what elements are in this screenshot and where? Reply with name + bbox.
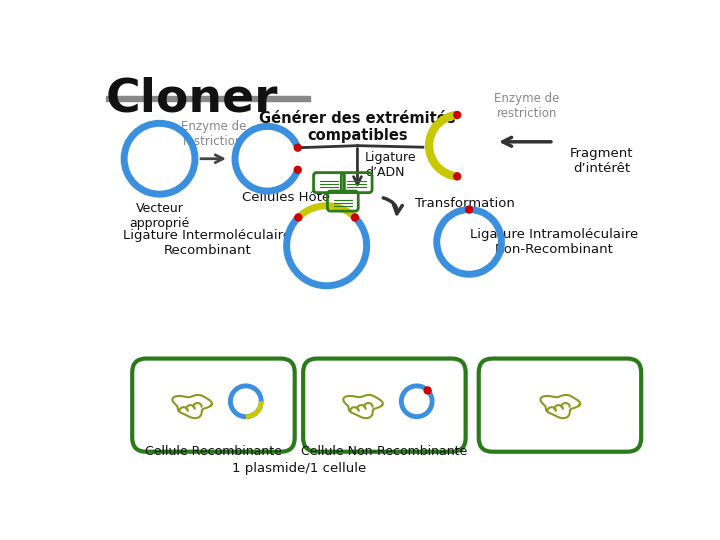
- Circle shape: [294, 166, 301, 173]
- Circle shape: [424, 387, 431, 394]
- Text: Ligature Intramoléculaire
Non-Recombinant: Ligature Intramoléculaire Non-Recombinan…: [469, 228, 638, 256]
- Text: Cellules Hôte: Cellules Hôte: [242, 191, 330, 204]
- Text: Fragment
d’intérêt: Fragment d’intérêt: [570, 147, 634, 175]
- Circle shape: [454, 173, 461, 180]
- Text: Générer des extrémités
compatibles: Générer des extrémités compatibles: [259, 111, 456, 144]
- Text: Vecteur
approprié: Vecteur approprié: [130, 202, 189, 230]
- Circle shape: [454, 111, 461, 118]
- Circle shape: [351, 214, 359, 221]
- Text: Cellule Recombinante: Cellule Recombinante: [145, 445, 282, 458]
- Text: Enzyme de
restriction: Enzyme de restriction: [494, 92, 559, 120]
- Text: Cloner: Cloner: [106, 76, 278, 122]
- Circle shape: [466, 206, 472, 213]
- Text: Ligature Intermoléculaire
Recombinant: Ligature Intermoléculaire Recombinant: [123, 230, 292, 258]
- Text: Transformation: Transformation: [415, 197, 515, 210]
- Text: 1 plasmide/1 cellule: 1 plasmide/1 cellule: [232, 462, 366, 475]
- Text: Ligature
d’ADN: Ligature d’ADN: [365, 151, 417, 179]
- Circle shape: [294, 144, 301, 151]
- Bar: [106, 96, 310, 101]
- Text: Enzyme de
restriction: Enzyme de restriction: [181, 120, 246, 148]
- Text: Cellule Non-Recombinante: Cellule Non-Recombinante: [301, 445, 467, 458]
- Circle shape: [295, 214, 302, 221]
